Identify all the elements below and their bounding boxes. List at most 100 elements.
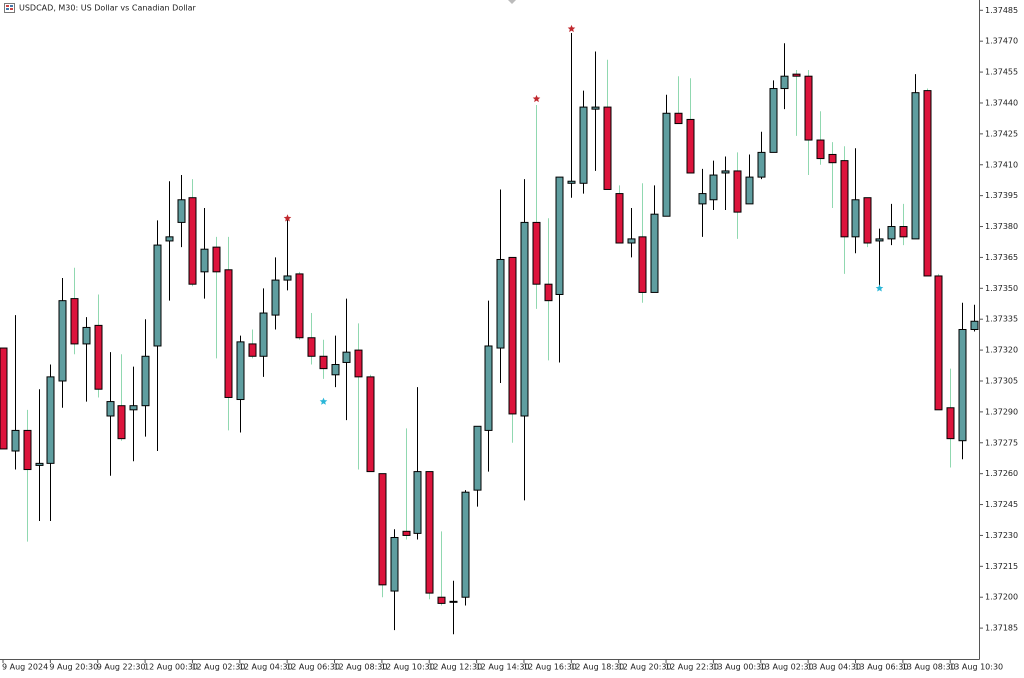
y-tick-label: 1.37455 (985, 68, 1018, 77)
x-tick-label: 12 Aug 00:30 (144, 663, 198, 672)
y-tick-label: 1.37350 (985, 284, 1018, 293)
candle-body (674, 112, 683, 125)
x-tick-label: 9 Aug 2024 (2, 663, 48, 672)
candle-body (698, 193, 707, 205)
signal-marker (532, 94, 541, 103)
candle-body (390, 536, 399, 592)
candle-body (709, 174, 718, 201)
candle-body (224, 269, 233, 398)
candle-body (532, 221, 541, 285)
candle-body (342, 351, 351, 363)
y-tick-label: 1.37185 (985, 624, 1018, 633)
y-tick-label: 1.37230 (985, 531, 1018, 540)
y-tick-label: 1.37410 (985, 160, 1018, 169)
candle-body (970, 320, 979, 331)
candle-body (307, 337, 316, 357)
x-tick-label: 12 Aug 22:30 (665, 663, 719, 672)
y-tick-label: 1.37215 (985, 562, 1018, 571)
candle-body (82, 326, 91, 345)
candle-body (816, 139, 825, 160)
candle-body (804, 75, 813, 141)
y-tick-label: 1.37440 (985, 98, 1018, 107)
candle-body (117, 405, 126, 440)
candle-body (331, 364, 340, 376)
candles (0, 24, 979, 635)
y-tick-label: 1.37335 (985, 315, 1018, 324)
x-tick-label: 12 Aug 04:30 (239, 663, 293, 672)
candle-body (35, 462, 44, 466)
candle-body (721, 170, 730, 174)
candle-body (402, 530, 411, 536)
candle-body (875, 238, 884, 242)
y-tick-label: 1.37485 (985, 6, 1018, 15)
candle-body (686, 118, 695, 174)
candle-body (58, 300, 67, 382)
signal-marker (567, 24, 576, 33)
x-tick-label: 12 Aug 02:30 (191, 663, 245, 672)
y-tick-label: 1.37380 (985, 222, 1018, 231)
candle-body (484, 345, 493, 431)
candle-body (603, 106, 612, 190)
candle-body (828, 153, 837, 164)
candle-body (319, 355, 328, 370)
candle-body (792, 73, 801, 77)
candle-body (520, 221, 529, 417)
signal-marker (319, 397, 328, 405)
candle-body (840, 160, 849, 238)
x-tick-label: 13 Aug 00:30 (712, 663, 766, 672)
candle-body (236, 341, 245, 401)
candle-body (259, 312, 268, 357)
scroll-handle (508, 0, 516, 4)
candle-body (212, 246, 221, 273)
candle-body (165, 236, 174, 242)
candle-body (271, 279, 280, 316)
y-tick-label: 1.37470 (985, 37, 1018, 46)
candle-body (780, 75, 789, 90)
x-tick-label: 12 Aug 06:30 (286, 663, 340, 672)
x-tick-label: 13 Aug 04:30 (807, 663, 861, 672)
candle-body (567, 180, 576, 184)
candle-body (437, 596, 446, 604)
y-tick-label: 1.37200 (985, 593, 1018, 602)
x-tick-label: 12 Aug 14:30 (476, 663, 530, 672)
y-tick-label: 1.37425 (985, 129, 1018, 138)
candle-body (662, 112, 671, 217)
candle-body (946, 407, 955, 440)
candle-body (141, 355, 150, 407)
candle-body (425, 471, 434, 594)
candle-body (496, 258, 505, 349)
candle-body (354, 349, 363, 378)
candle-body (757, 151, 766, 178)
candle-body (899, 226, 908, 238)
candle-body (461, 491, 470, 598)
candle-body (473, 425, 482, 491)
candle-body (508, 256, 517, 415)
candle-body (153, 244, 162, 347)
candle-body (627, 238, 636, 244)
candle-body (200, 248, 209, 273)
candle-body (615, 193, 624, 244)
signal-marker (875, 284, 884, 292)
candle-body (177, 199, 186, 223)
x-tick-label: 12 Aug 12:30 (428, 663, 482, 672)
candle-body (413, 471, 422, 534)
chart-title: USDCAD, M30: US Dollar vs Canadian Dolla… (19, 4, 197, 13)
x-tick-label: 12 Aug 18:30 (570, 663, 624, 672)
candle-body (106, 401, 115, 417)
candle-body (638, 236, 647, 293)
x-tick-label: 13 Aug 08:30 (902, 663, 956, 672)
candle-body (188, 197, 197, 285)
candle-body (23, 429, 32, 471)
candle-body (923, 90, 932, 277)
candle-body (851, 199, 860, 238)
candle-body (11, 429, 20, 452)
x-tick-label: 9 Aug 20:30 (49, 663, 98, 672)
y-tick-label: 1.37245 (985, 500, 1018, 509)
symbol-icon (4, 3, 15, 13)
candle-body (934, 275, 943, 411)
candle-body (449, 600, 458, 603)
x-tick-label: 13 Aug 10:30 (949, 663, 1003, 672)
candle-body (911, 92, 920, 240)
candle-body (769, 88, 778, 153)
